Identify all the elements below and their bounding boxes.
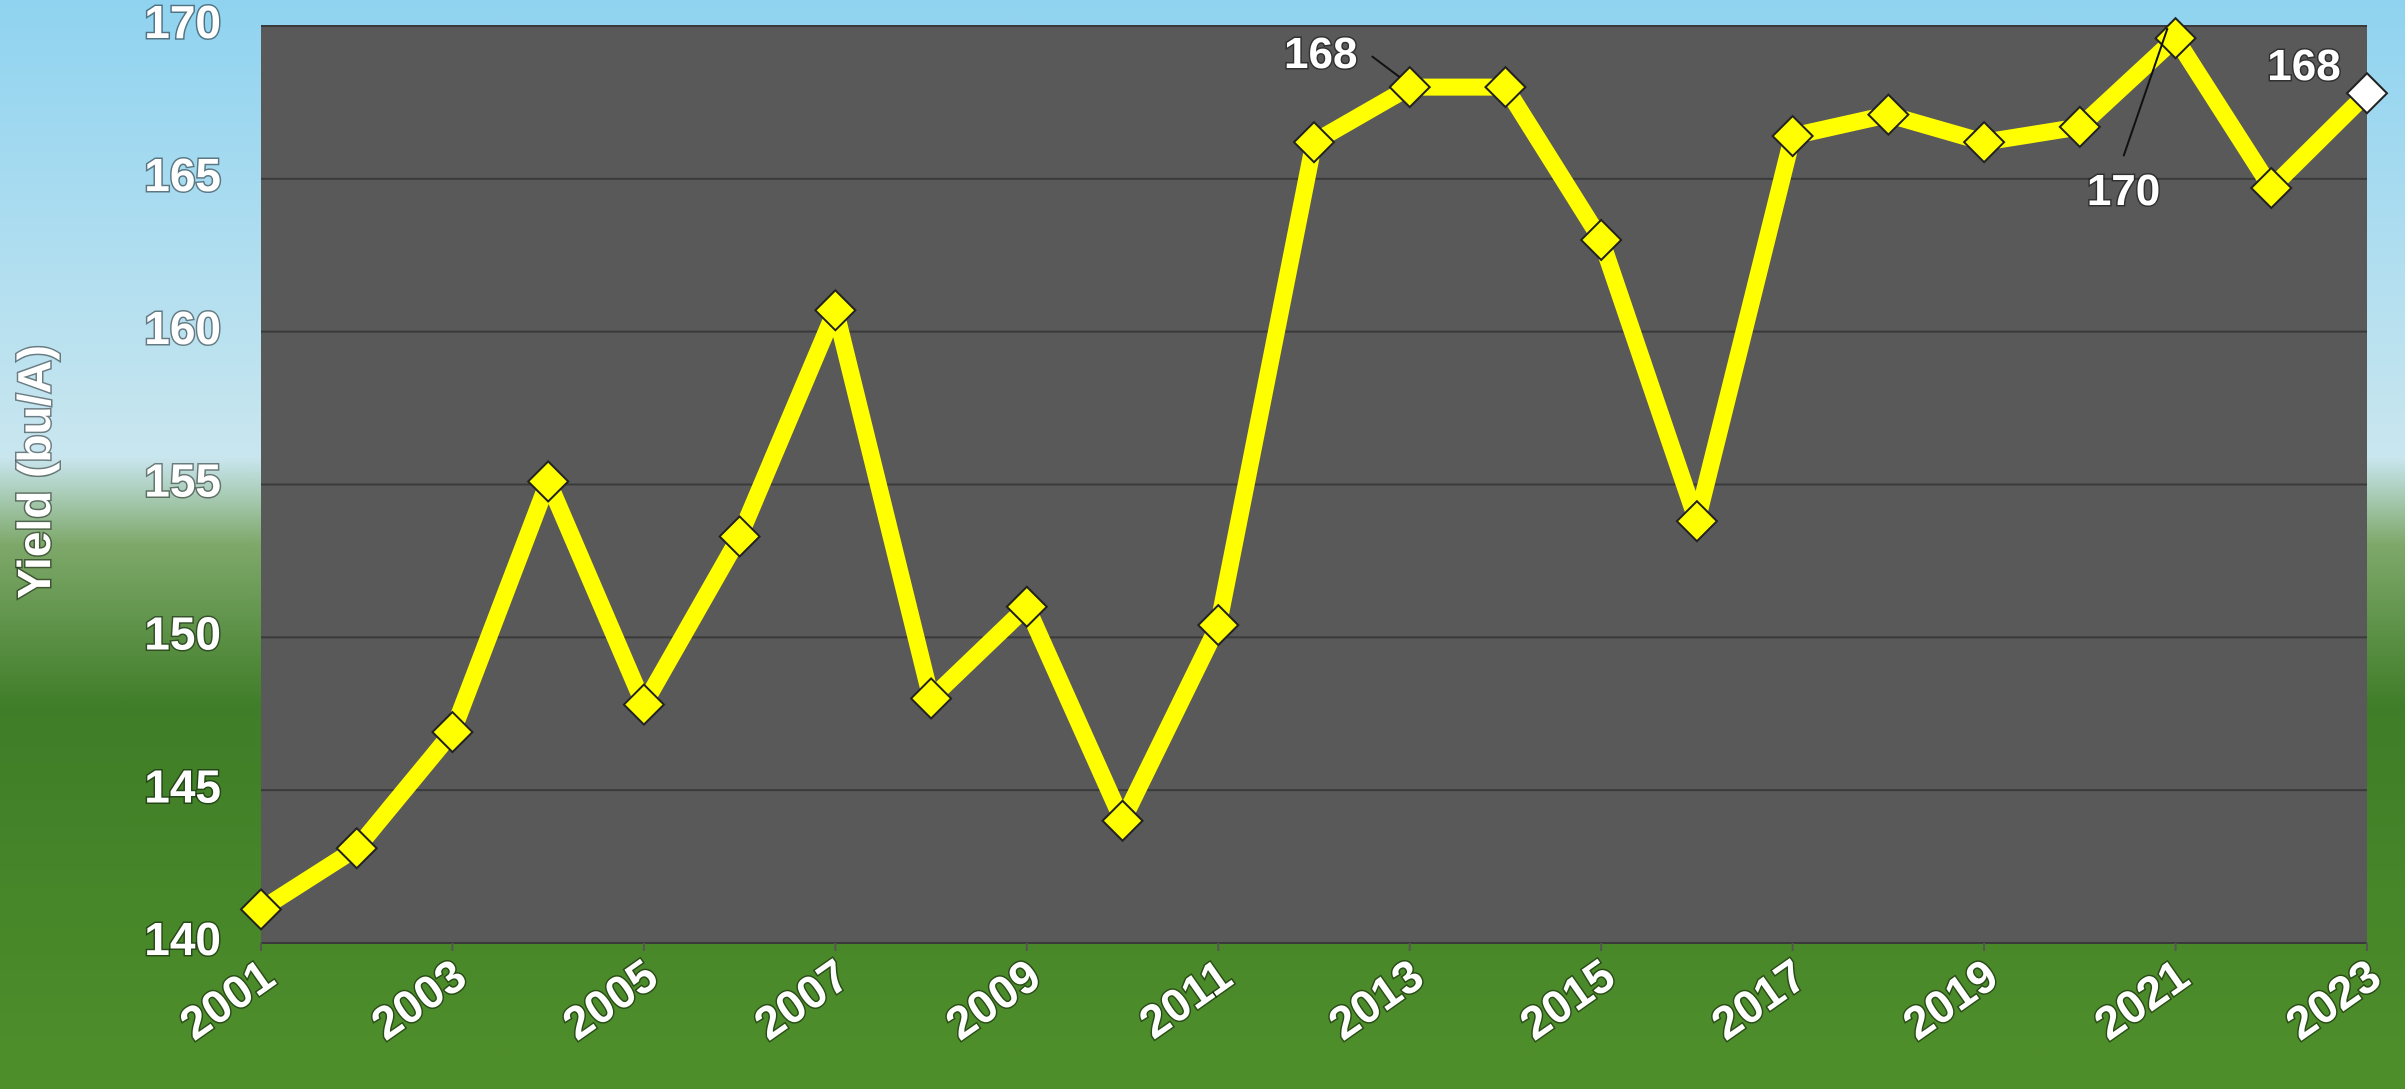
y-tick-label: 155: [144, 455, 221, 507]
y-tick-label: 145: [144, 760, 221, 812]
data-point: [909, 677, 953, 720]
data-point: [1866, 93, 1910, 137]
data-point: [2058, 105, 2102, 149]
data-point: [1005, 585, 1049, 629]
leader-line: [1371, 55, 1401, 78]
data-label: 168: [1284, 29, 1357, 78]
y-axis-label: Yield (bu/A): [8, 345, 60, 599]
data-point: [718, 515, 762, 558]
data-point: [526, 460, 570, 503]
data-point: [1579, 218, 1623, 262]
y-tick-label: 165: [144, 149, 221, 201]
data-point: [1196, 603, 1240, 647]
data-point: [1675, 499, 1719, 543]
data-point: [1962, 120, 2006, 164]
y-tick-label: 150: [144, 607, 221, 659]
y-tick-label: 170: [144, 0, 221, 48]
data-point: [1484, 65, 1527, 109]
data-point: [2249, 166, 2293, 210]
data-point: [622, 683, 666, 726]
data-point: [2345, 71, 2389, 115]
data-point: [335, 826, 379, 870]
y-tick-label: 140: [144, 913, 221, 965]
data-point: [1771, 114, 1815, 158]
data-point: [1292, 120, 1336, 164]
data-point: [431, 710, 474, 754]
data-point: [1101, 799, 1144, 843]
data-label: 168: [2267, 41, 2340, 90]
data-point: [2154, 16, 2197, 60]
y-tick-label: 160: [144, 302, 221, 354]
data-point: [239, 887, 283, 931]
data-label: 170: [2087, 166, 2160, 215]
leader-line: [2122, 27, 2169, 157]
data-point: [813, 288, 857, 332]
